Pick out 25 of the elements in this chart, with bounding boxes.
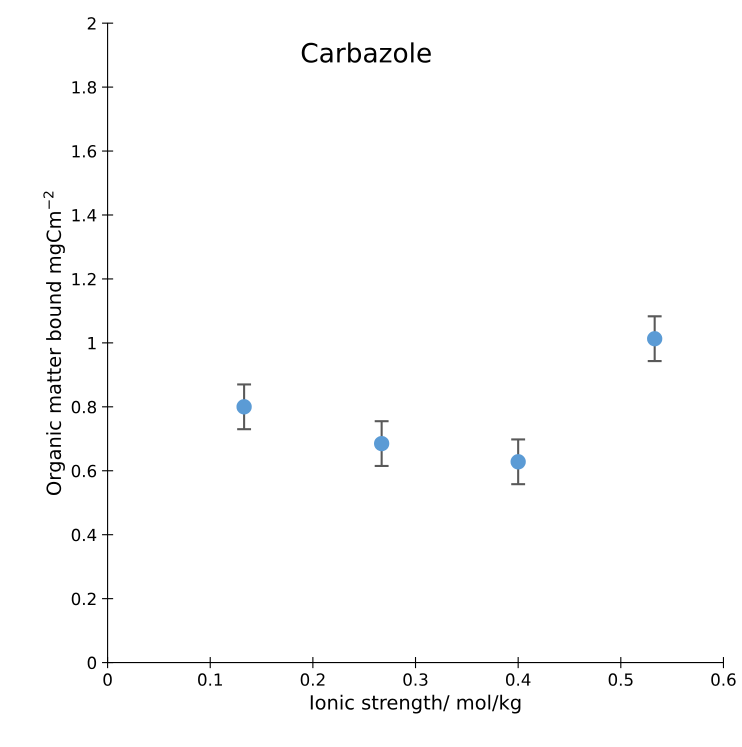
x-tick-label: 0.1 bbox=[198, 673, 222, 686]
point bbox=[374, 436, 390, 452]
y-axis-title: Organic matter bound mgCm$^{−2}$ bbox=[43, 192, 65, 496]
y-tick-label: 0.6 bbox=[72, 464, 96, 478]
y-tick-label: 1.4 bbox=[72, 209, 96, 222]
y-tick-label: 1.2 bbox=[72, 272, 96, 286]
y-tick-label: 1.8 bbox=[72, 81, 96, 94]
point bbox=[647, 331, 662, 346]
point bbox=[510, 454, 526, 470]
y-tick-label: 1.6 bbox=[72, 145, 96, 158]
y-tick-label: 0.4 bbox=[72, 528, 96, 542]
y-tick-label: 0 bbox=[88, 656, 96, 670]
x-axis-title: Ionic strength/ mol/kg bbox=[310, 694, 520, 714]
x-tick-label: 0.5 bbox=[608, 673, 633, 686]
text: Carbazole bbox=[302, 42, 431, 63]
point bbox=[236, 399, 252, 414]
x-tick-label: 0.3 bbox=[403, 673, 428, 686]
x-tick-label: 0.4 bbox=[506, 673, 530, 686]
y-tick-label: 1 bbox=[88, 337, 96, 350]
y-tick-label: 2 bbox=[88, 17, 96, 30]
x-tick-label: 0 bbox=[103, 673, 112, 686]
y-tick-label: 0.8 bbox=[72, 400, 96, 414]
x-tick-label: 0.6 bbox=[711, 673, 736, 686]
x-tick-label: 0.2 bbox=[300, 673, 324, 686]
y-tick-label: 0.2 bbox=[72, 592, 96, 606]
